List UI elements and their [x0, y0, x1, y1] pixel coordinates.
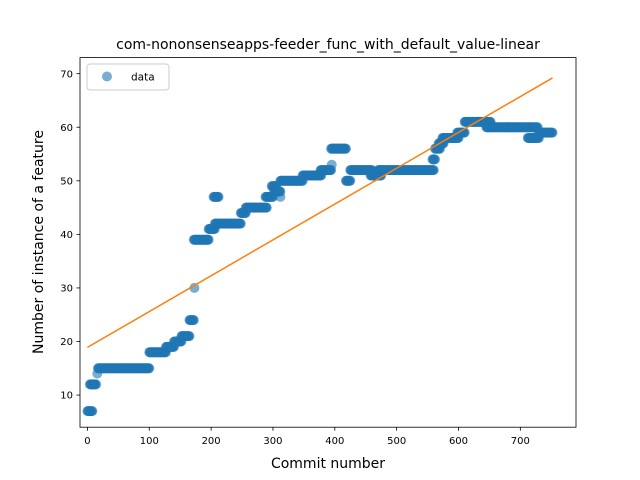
legend-marker-data [102, 71, 112, 82]
data-point [203, 234, 214, 245]
x-tick-label: 0 [84, 436, 90, 447]
x-tick-label: 300 [263, 436, 282, 447]
y-tick-label: 60 [60, 123, 73, 134]
data-point [184, 331, 195, 342]
data-point [429, 154, 440, 165]
chart-title: com-nononsenseapps-feeder_func_with_defa… [116, 37, 540, 53]
y-axis-label: Number of instance of a feature [31, 130, 47, 354]
data-point [345, 175, 356, 186]
legend-box [86, 63, 170, 91]
data-point [235, 218, 246, 229]
data-point [213, 191, 224, 202]
data-point [428, 165, 439, 176]
y-tick-label: 40 [60, 230, 73, 241]
x-axis-label: Commit number [271, 456, 385, 472]
y-tick-label: 20 [60, 337, 73, 348]
x-tick-label: 400 [325, 436, 344, 447]
fit-line-layer [87, 77, 553, 349]
data-point [144, 363, 155, 374]
data-point [547, 127, 558, 138]
x-tick-label: 700 [511, 436, 530, 447]
y-axis: 10 20 30 40 50 60 70 [60, 69, 80, 402]
y-tick-label: 30 [60, 284, 73, 295]
data-layer [82, 116, 558, 417]
legend: data [86, 63, 170, 91]
fit-line [87, 77, 553, 349]
y-tick-label: 10 [60, 391, 73, 402]
legend-label-data: data [131, 72, 155, 84]
plot-background [80, 57, 576, 428]
data-point [91, 379, 102, 390]
x-tick-label: 200 [202, 436, 221, 447]
x-tick-label: 500 [387, 436, 406, 447]
data-point [261, 202, 272, 213]
data-point [87, 406, 98, 417]
data-point [188, 315, 199, 326]
x-tick-label: 100 [140, 436, 159, 447]
axes-frame [79, 57, 577, 428]
y-tick-label: 50 [60, 176, 73, 187]
data-point [326, 159, 337, 170]
data-point [340, 143, 351, 154]
data-point [189, 282, 200, 293]
plot-area [79, 57, 577, 428]
x-tick-label: 600 [449, 436, 468, 447]
data-point [275, 191, 286, 202]
y-tick-label: 70 [60, 69, 73, 80]
x-axis: 0 100 200 300 400 500 600 700 [84, 427, 530, 447]
